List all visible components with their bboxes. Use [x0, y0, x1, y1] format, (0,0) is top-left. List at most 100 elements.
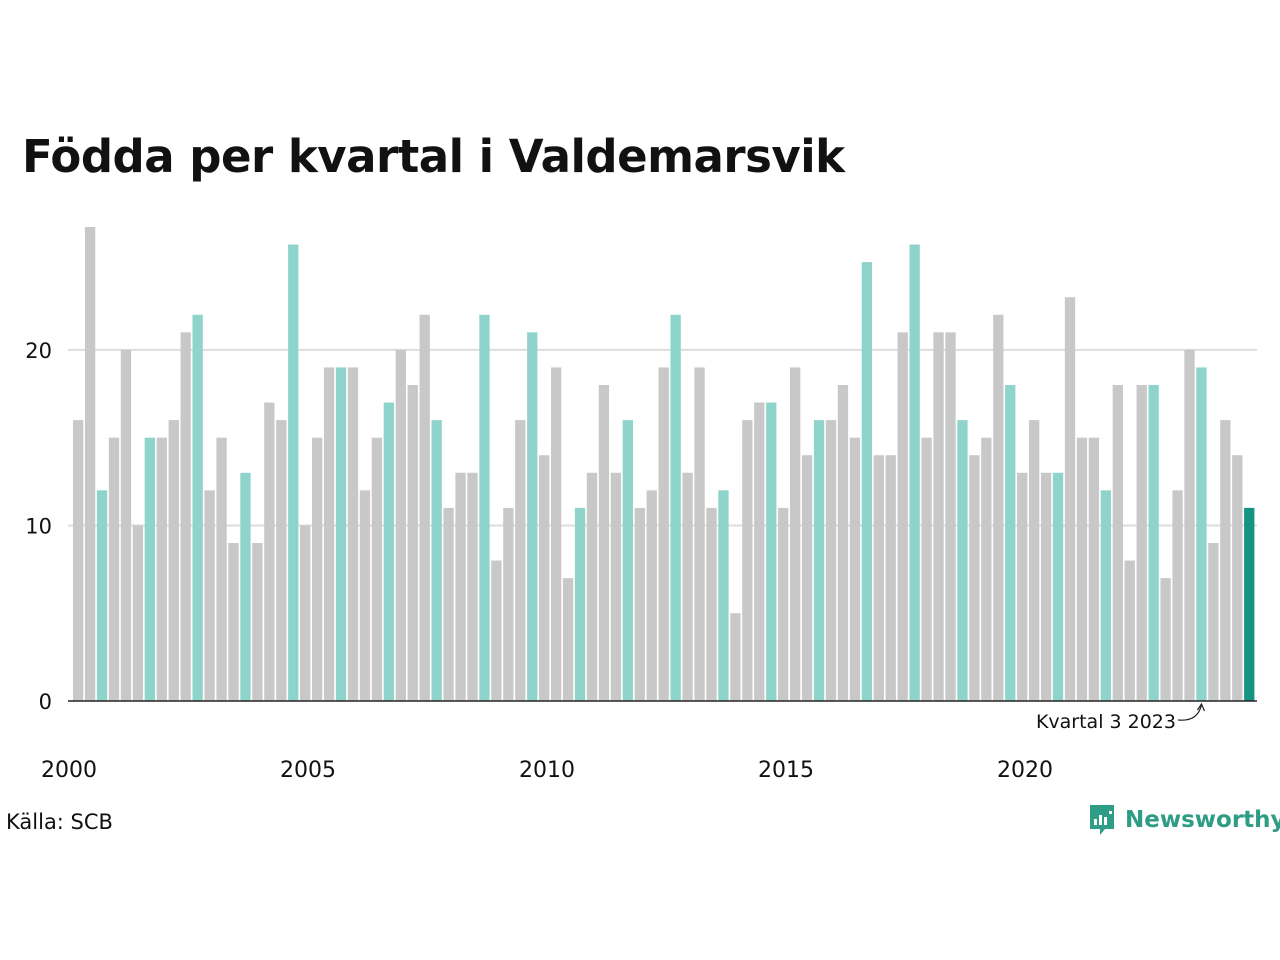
bar: [849, 437, 861, 701]
bar: [562, 578, 574, 701]
bar: [288, 244, 299, 702]
bar: [885, 455, 896, 701]
bar: [300, 525, 311, 701]
bar: [132, 525, 144, 701]
bar: [347, 367, 359, 701]
bar: [634, 507, 645, 701]
bar: [1100, 490, 1111, 701]
bar: [1017, 472, 1028, 701]
bar: [204, 490, 215, 701]
bar: [455, 472, 466, 701]
bar: [1160, 578, 1171, 701]
bar: [96, 490, 108, 701]
bar: [1244, 507, 1255, 701]
bar: [658, 367, 669, 701]
bar: [335, 367, 347, 701]
bar: [479, 314, 490, 701]
bar: [1040, 472, 1052, 701]
bar: [359, 490, 371, 701]
bar: [969, 455, 980, 701]
bar: [945, 332, 956, 701]
y-tick-label: 0: [39, 690, 52, 714]
bar: [981, 437, 992, 701]
bar: [778, 507, 789, 701]
axes: 0 10 20 2000 2005 2010 2015 2020: [25, 339, 1257, 783]
bar: [168, 420, 179, 701]
bar: [586, 472, 598, 701]
bar: [371, 437, 383, 701]
brand-name: Newsworthy: [1125, 807, 1280, 833]
bar: [718, 490, 729, 701]
bars: [73, 227, 1255, 702]
bar: [766, 402, 777, 701]
bar: [1064, 297, 1076, 701]
bar: [670, 314, 681, 701]
y-tick-label: 10: [25, 514, 52, 538]
x-tick-label: 2010: [519, 758, 575, 783]
x-tick-label: 2015: [758, 758, 814, 783]
bar: [1052, 472, 1064, 701]
bar: [1088, 437, 1100, 701]
bar: [742, 420, 753, 701]
source-label: Källa: SCB: [6, 810, 113, 834]
bar: [431, 420, 442, 701]
annotation-arrowhead: [1196, 702, 1206, 712]
bar: [1124, 560, 1135, 701]
bar: [921, 437, 932, 701]
bar: [515, 420, 526, 701]
bar: [909, 244, 920, 702]
bar: [1232, 455, 1243, 701]
newsworthy-logo-icon: [1090, 805, 1114, 835]
bar: [180, 332, 191, 701]
bar: [144, 437, 155, 701]
bar: [467, 472, 478, 701]
bar: [407, 385, 418, 701]
bar: [383, 402, 394, 701]
bar: [1005, 385, 1016, 701]
chart-title: Födda per kvartal i Valdemarsvik: [22, 130, 845, 183]
bar: [813, 420, 825, 701]
bar: [897, 332, 908, 701]
bar: [1208, 543, 1219, 701]
bar: [993, 314, 1004, 701]
bar: [491, 560, 502, 701]
bar: [503, 507, 514, 701]
bar: [1112, 385, 1123, 701]
bar: [1148, 385, 1159, 701]
bar: [622, 420, 633, 701]
bar: [730, 613, 741, 701]
bar: [228, 543, 239, 701]
bar: [1196, 367, 1207, 701]
bar: [861, 262, 872, 701]
bar: [240, 472, 251, 701]
bar: [694, 367, 705, 701]
bar: [933, 332, 944, 701]
bar: [395, 349, 406, 701]
bar: [527, 332, 538, 701]
bar: [957, 420, 968, 701]
x-tick-label: 2000: [41, 758, 97, 783]
bar: [598, 385, 610, 701]
bar: [120, 349, 132, 701]
bar: [551, 367, 562, 701]
bar: [73, 420, 84, 701]
bar: [192, 314, 203, 701]
bar: [84, 227, 96, 701]
annotation-label: Kvartal 3 2023: [1036, 711, 1176, 733]
bar: [1184, 349, 1195, 701]
bar: [323, 367, 335, 701]
bar: [1220, 420, 1231, 701]
bar: [264, 402, 275, 701]
bar: [790, 367, 801, 701]
bar: [252, 543, 263, 701]
bar: [539, 455, 550, 701]
bar: [1136, 385, 1147, 701]
bar: [276, 420, 287, 701]
bar: [646, 490, 657, 701]
bar: [1076, 437, 1088, 701]
bar: [754, 402, 765, 701]
annotation-arrow: [1177, 704, 1203, 721]
x-tick-label: 2005: [280, 758, 336, 783]
x-tick-label: 2020: [997, 758, 1053, 783]
bar: [706, 507, 717, 701]
